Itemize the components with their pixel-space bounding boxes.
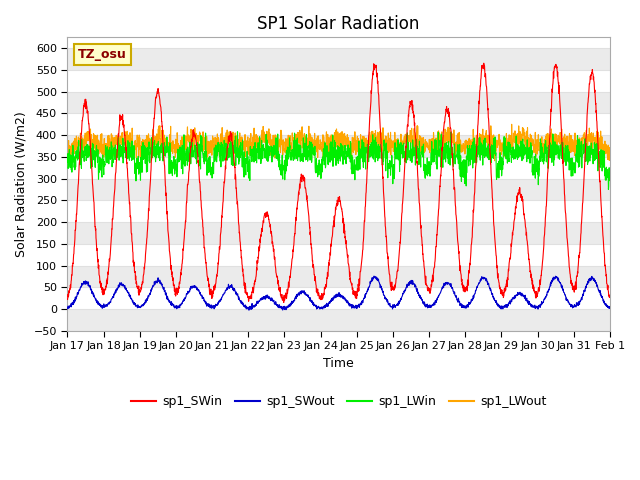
Y-axis label: Solar Radiation (W/m2): Solar Radiation (W/m2)	[15, 111, 28, 257]
Text: TZ_osu: TZ_osu	[78, 48, 127, 61]
X-axis label: Time: Time	[323, 357, 354, 370]
Bar	[67, 179, 610, 200]
Bar	[67, 265, 610, 288]
Bar	[67, 135, 610, 157]
Bar	[67, 222, 610, 244]
Bar	[67, 48, 610, 70]
Bar	[67, 92, 610, 113]
Bar	[67, 309, 610, 331]
Title: SP1 Solar Radiation: SP1 Solar Radiation	[257, 15, 420, 33]
Legend: sp1_SWin, sp1_SWout, sp1_LWin, sp1_LWout: sp1_SWin, sp1_SWout, sp1_LWin, sp1_LWout	[126, 390, 551, 413]
